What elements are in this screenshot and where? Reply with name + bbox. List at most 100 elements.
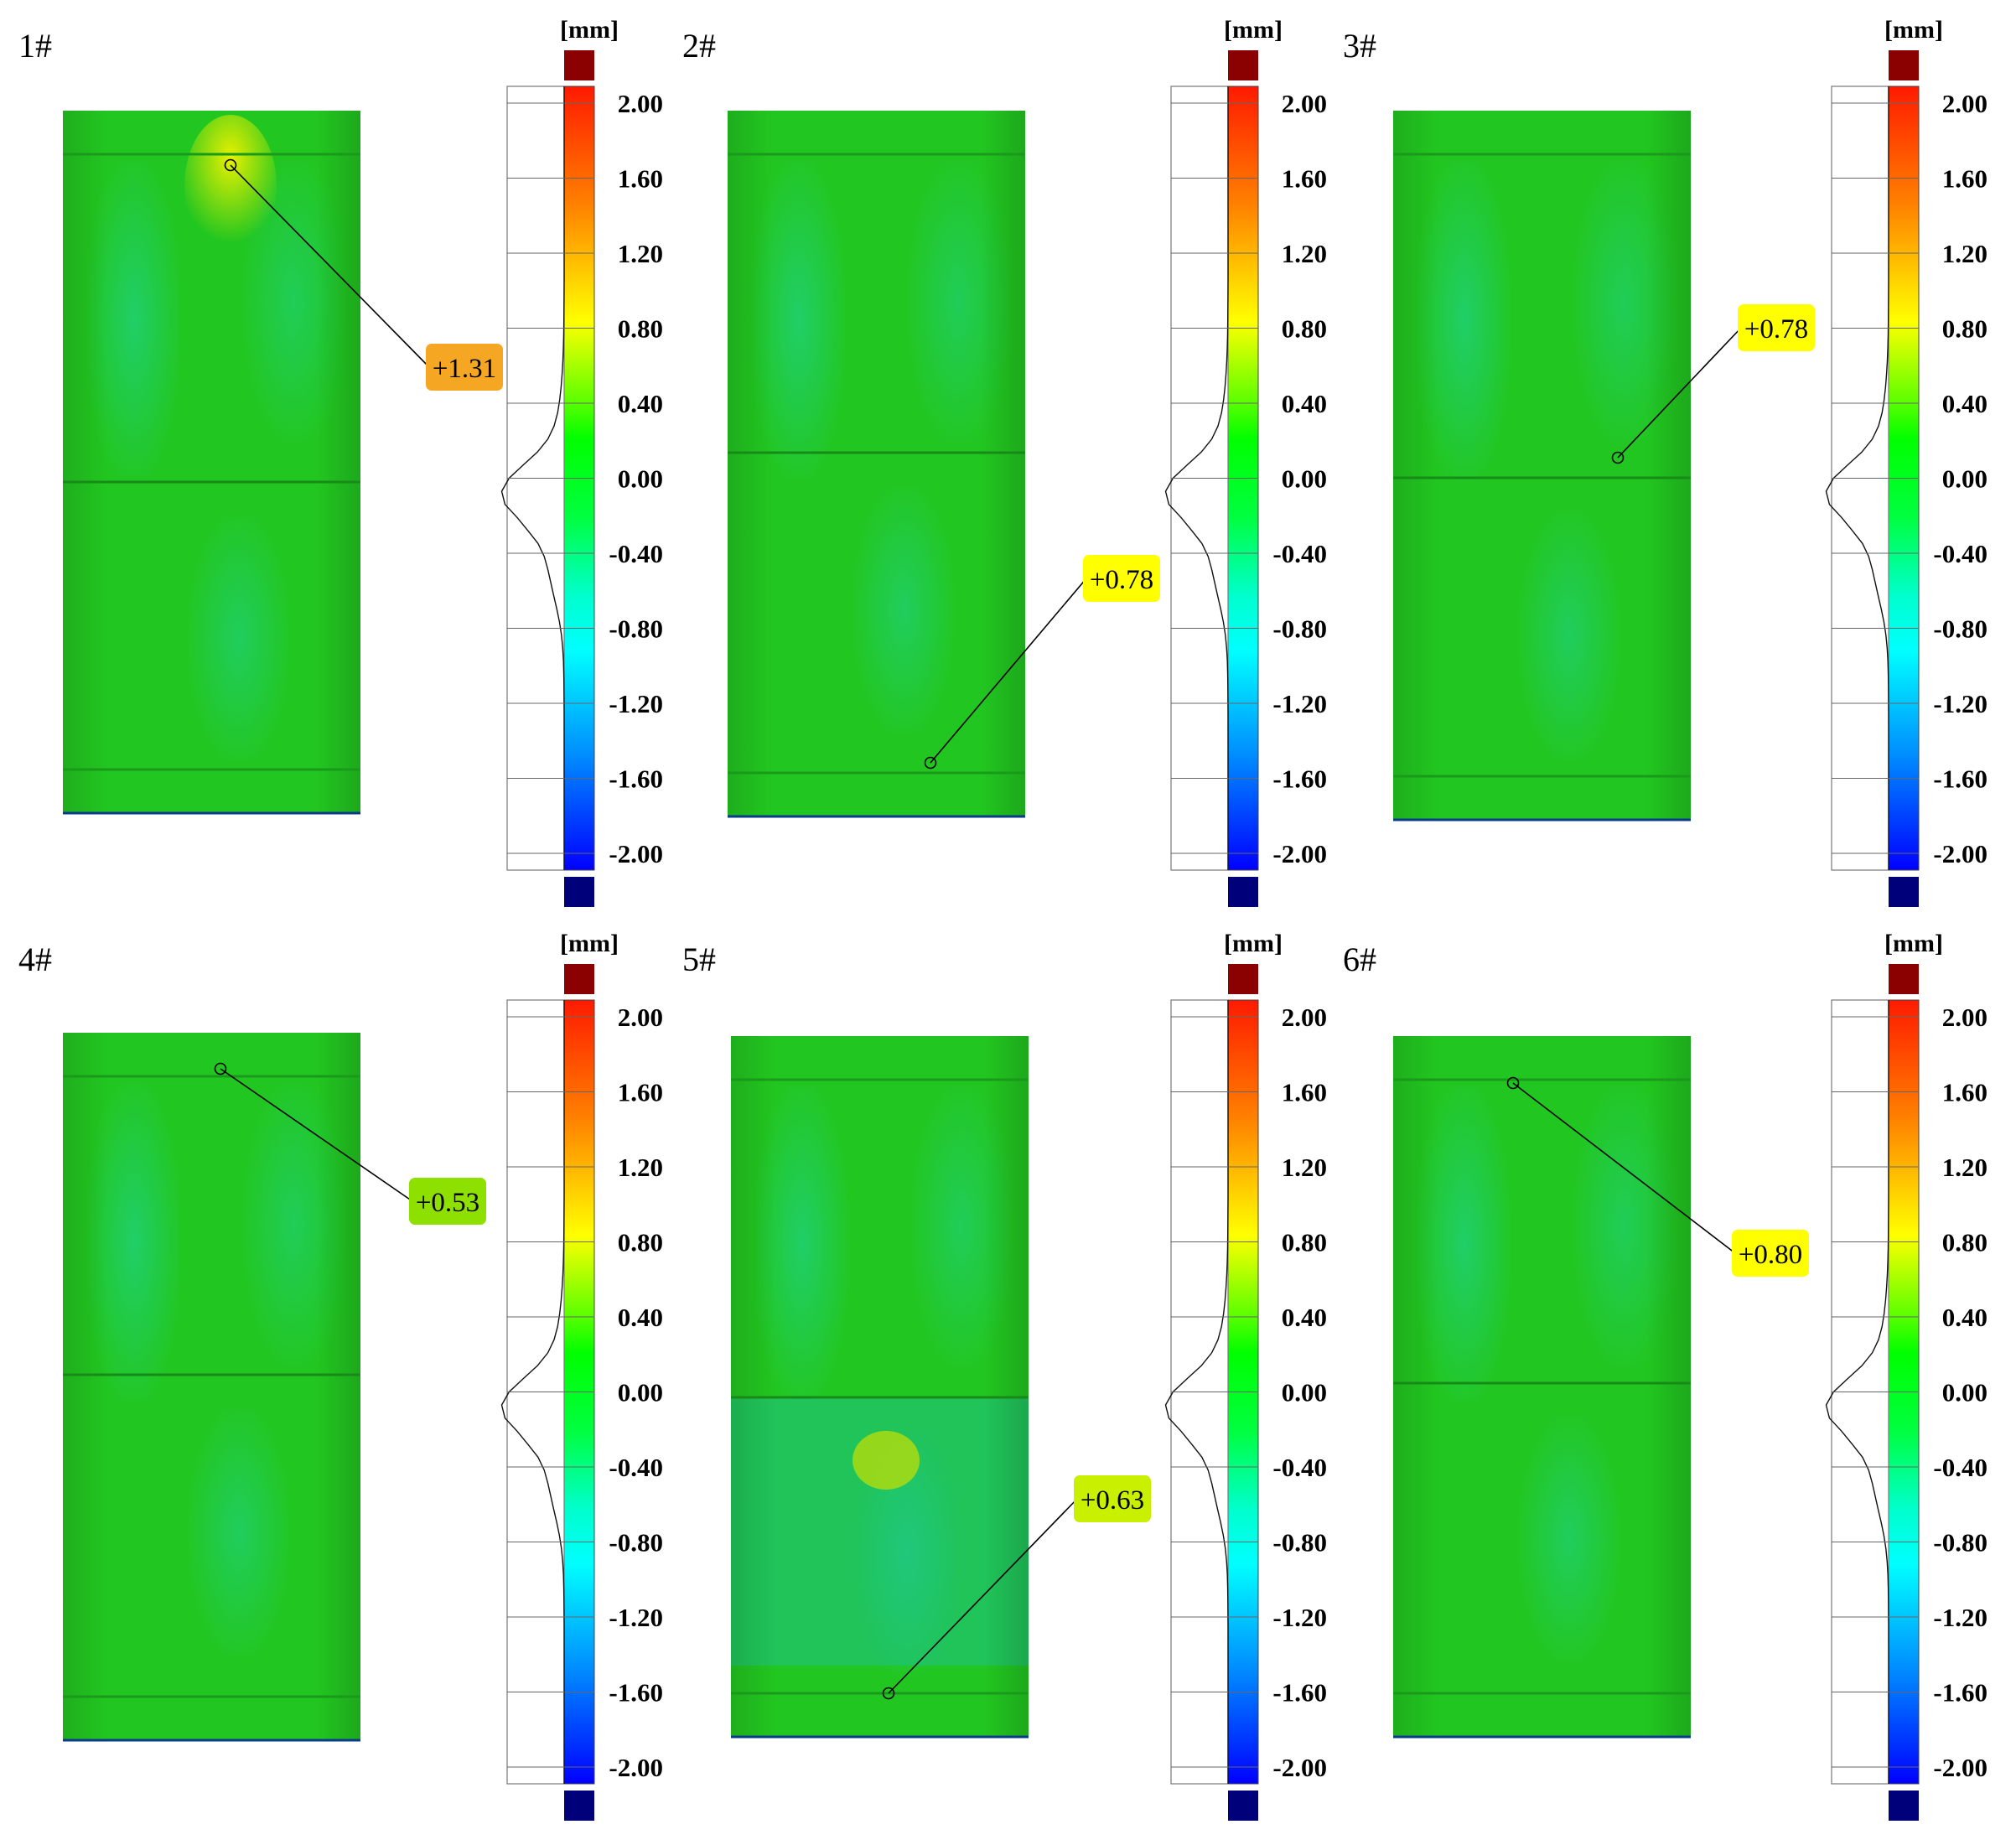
callout-leader	[1512, 1082, 1736, 1254]
cylinder-model	[1393, 1036, 1691, 1739]
scale-unit: [mm]	[1884, 930, 1943, 957]
panel-label: 6#	[1343, 941, 1376, 978]
scale-tick-label: 1.20	[618, 239, 663, 268]
scale-tick-label: -0.80	[609, 1528, 663, 1557]
scale-under-swatch	[1889, 1791, 1919, 1821]
scale-tick-label: -1.60	[1272, 764, 1327, 794]
scale-tick-label: 0.80	[618, 314, 663, 344]
scale-tick-label: 0.00	[1282, 1378, 1327, 1407]
cylinder-model	[63, 1033, 360, 1742]
callout-box	[1732, 1230, 1809, 1277]
scale-tick-label: -0.40	[1933, 539, 1987, 568]
callout-box	[426, 344, 503, 391]
scale-tick-label: -0.40	[1272, 539, 1327, 568]
scale-unit: [mm]	[1224, 16, 1283, 44]
scale-under-swatch	[1228, 1791, 1258, 1821]
panel-2: 2# +0.78 [mm] 2.00 1.60 1.20 0.80 0.40 0.00 -0.40…	[682, 16, 1327, 907]
scale-tick-label: -1.60	[1933, 1678, 1987, 1708]
callout-box	[409, 1178, 486, 1225]
panel-5: 5# +0.63 [mm] 2.00 1.60 1.20 0.80 0.40 0.00 -0.40…	[682, 930, 1327, 1821]
scale-tick-label: 0.40	[1942, 389, 1987, 418]
scale-tick-label: 0.80	[1282, 314, 1327, 344]
scale-tick-label: 2.00	[618, 89, 663, 118]
scale-tick-label: -0.80	[1272, 1528, 1327, 1557]
cylinder-model	[1393, 111, 1691, 821]
scale-tick-label: 1.60	[1942, 164, 1987, 194]
scale-unit: [mm]	[1884, 16, 1943, 44]
callout-box	[1074, 1475, 1151, 1522]
scale-tick-label: 1.60	[1282, 164, 1327, 194]
scale-tick-label: 0.00	[618, 1378, 663, 1407]
scale-tick-label: 2.00	[1282, 89, 1327, 118]
scale-tick-label: 0.00	[1942, 464, 1987, 494]
scale-tick-label: -1.20	[609, 1603, 663, 1632]
scale-tick-label: -1.60	[609, 764, 663, 794]
scale-tick-label: 1.60	[618, 164, 663, 194]
scale-tick-label: -0.40	[1933, 1453, 1987, 1482]
color-scale: [mm] 2.00 1.60 1.20 0.80 0.40 0.00 -0.40 -0.80 -1…	[1164, 930, 1327, 1821]
scale-over-swatch	[1889, 50, 1919, 80]
callout-value: +1.31	[433, 354, 496, 384]
panel-6: 6# +0.80 [mm] 2.00 1.60 1.20 0.80 0.40 0.00 -0.40…	[1343, 930, 1987, 1821]
scale-over-swatch	[1228, 50, 1258, 80]
measure-point	[924, 756, 937, 770]
cylinder-shading	[63, 111, 360, 813]
callout-leader	[220, 1068, 413, 1202]
scale-tick-label: 0.40	[618, 389, 663, 418]
measure-point	[1506, 1076, 1520, 1090]
scale-tick-label: -1.20	[609, 689, 663, 718]
scale-tick-label: -0.80	[1933, 614, 1987, 644]
scale-unit: [mm]	[560, 16, 619, 44]
scale-tick-label: 1.20	[1282, 1153, 1327, 1182]
scale-tick-label: 1.20	[1942, 1153, 1987, 1182]
scale-tick-label: 1.60	[618, 1078, 663, 1107]
scale-tick-label: -1.20	[1933, 689, 1987, 718]
scale-under-swatch	[564, 877, 594, 907]
panel-label: 5#	[682, 941, 716, 978]
panel-1: 1# +1.31 [mm] 2.00 1.60 1.20 0.80 0.40 0.00 -0.40…	[18, 16, 663, 907]
callout-box	[1738, 304, 1815, 351]
panel-label: 1#	[18, 27, 52, 65]
cylinder-shading	[1393, 1036, 1691, 1737]
scale-tick-label: -0.40	[609, 1453, 663, 1482]
scale-tick-label: 0.40	[1282, 389, 1327, 418]
scale-tick-label: -2.00	[1272, 839, 1327, 868]
cylinder-model	[63, 111, 360, 815]
callout-value: +0.80	[1739, 1240, 1802, 1270]
scale-tick-label: 0.80	[1282, 1228, 1327, 1257]
scale-tick-label: 0.80	[618, 1228, 663, 1257]
callout-value: +0.78	[1090, 565, 1153, 595]
callout-value: +0.63	[1081, 1485, 1144, 1516]
scale-tick-label: 1.20	[1282, 239, 1327, 268]
cylinder-model	[731, 1036, 1029, 1739]
scale-tick-label: -0.80	[1933, 1528, 1987, 1557]
scale-tick-label: 0.00	[618, 464, 663, 494]
scale-tick-label: -2.00	[609, 839, 663, 868]
scale-tick-label: -0.40	[609, 539, 663, 568]
scale-tick-label: 0.00	[1942, 1378, 1987, 1407]
scale-tick-label: -2.00	[609, 1753, 663, 1782]
cylinder-model	[728, 111, 1025, 818]
scale-tick-label: 0.80	[1942, 1228, 1987, 1257]
color-scale: [mm] 2.00 1.60 1.20 0.80 0.40 0.00 -0.40 -0.80 -1…	[1164, 16, 1327, 907]
scale-over-swatch	[564, 50, 594, 80]
scale-tick-label: 0.80	[1942, 314, 1987, 344]
scale-over-swatch	[1228, 964, 1258, 994]
scale-tick-label: 2.00	[1282, 1003, 1327, 1032]
panel-label: 2#	[682, 27, 716, 65]
scale-under-swatch	[564, 1791, 594, 1821]
scale-tick-label: -0.40	[1272, 1453, 1327, 1482]
scale-under-swatch	[1889, 877, 1919, 907]
panel-3: 3# +0.78 [mm] 2.00 1.60 1.20 0.80 0.40 0.00 -0.40…	[1343, 16, 1987, 907]
panel-label: 3#	[1343, 27, 1376, 65]
scale-tick-label: 0.40	[618, 1303, 663, 1332]
scale-over-swatch	[564, 964, 594, 994]
scale-tick-label: 2.00	[1942, 1003, 1987, 1032]
measure-point	[1611, 451, 1625, 464]
callout-value: +0.53	[416, 1188, 479, 1218]
scale-unit: [mm]	[1224, 930, 1283, 957]
callout-leader	[930, 578, 1087, 764]
scale-tick-label: -2.00	[1272, 1753, 1327, 1782]
cylinder-shading	[1393, 111, 1691, 820]
